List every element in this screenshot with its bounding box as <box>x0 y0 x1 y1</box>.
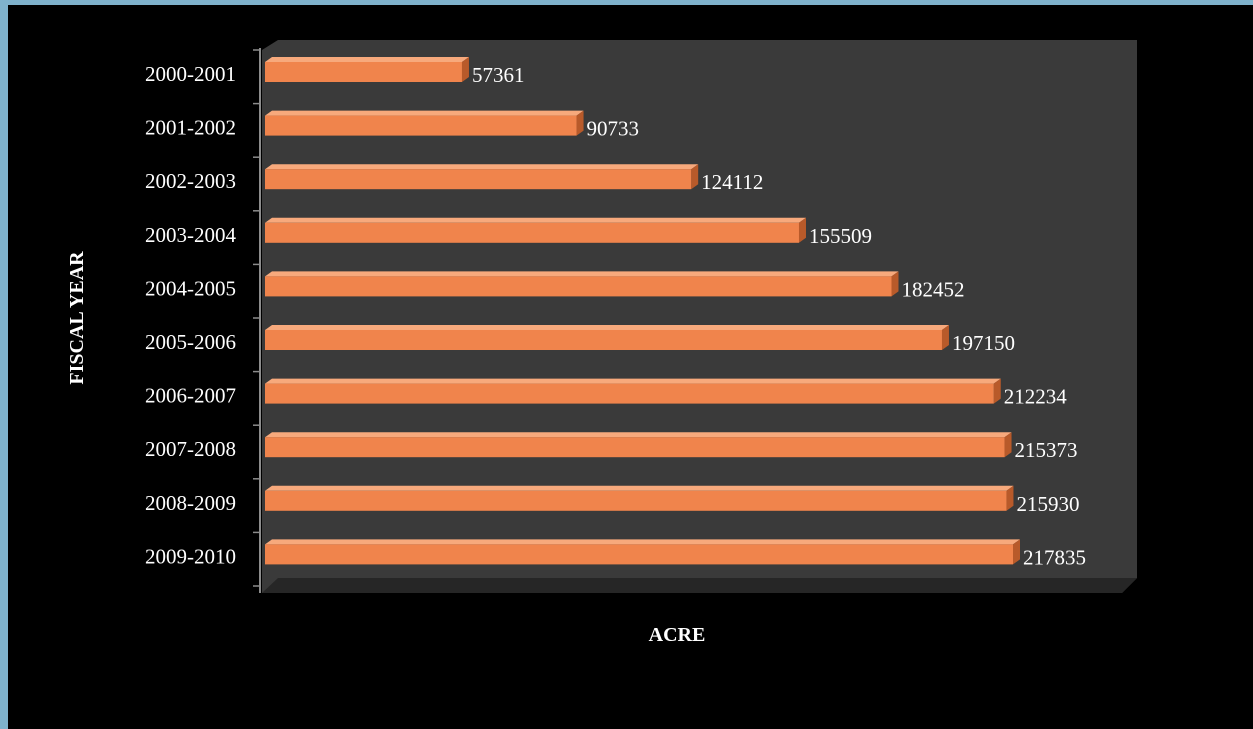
bar-side-face <box>1004 432 1012 458</box>
bar-value-label: 57361 <box>472 63 524 87</box>
bar-side-face <box>993 378 1001 404</box>
x-axis-title: ACRE <box>649 624 706 646</box>
category-tick-label: 2004-2005 <box>145 276 236 300</box>
bar <box>265 378 1001 404</box>
bar <box>265 485 1014 511</box>
plot-floor <box>262 578 1137 593</box>
bar-value-label: 197150 <box>952 331 1015 355</box>
frame-left-border <box>0 0 8 729</box>
data-labels: 57361 90733 124112 155509 182452 197150 212234… <box>472 63 1086 569</box>
category-tick-label: 2001-2002 <box>145 116 236 140</box>
bar-front-face <box>265 169 692 190</box>
bar-front-face <box>265 330 942 350</box>
bar <box>265 164 699 190</box>
bar-value-label: 215930 <box>1016 492 1079 516</box>
bar-value-label: 212234 <box>1004 385 1068 409</box>
bar-top-face <box>265 110 584 116</box>
bars-group <box>265 57 1020 565</box>
bar-value-label: 182452 <box>902 277 965 301</box>
bar-top-face <box>265 217 806 223</box>
bar-side-face <box>798 217 806 243</box>
bar-side-face <box>1006 485 1014 511</box>
bar-front-face <box>265 276 892 297</box>
bar-top-face <box>265 57 469 62</box>
bar-value-label: 217835 <box>1023 545 1086 569</box>
category-tick-label: 2003-2004 <box>145 223 236 247</box>
bar-front-face <box>265 490 1007 511</box>
bar-front-face <box>265 437 1005 458</box>
bar-top-face <box>265 378 1001 384</box>
bar-top-face <box>265 271 899 277</box>
frame-top-border <box>0 0 1253 5</box>
bar-top-face <box>265 432 1012 438</box>
y-axis-title: FISCAL YEAR <box>66 251 88 385</box>
bar <box>265 325 949 350</box>
bar <box>265 432 1012 458</box>
category-tick-label: 2000-2001 <box>145 62 236 86</box>
bar-value-label: 124112 <box>701 170 763 194</box>
category-labels: 2000-2001 2001-2002 2002-2003 2003-2004 2004… <box>145 62 236 568</box>
y-axis-ticks <box>253 49 260 587</box>
bar-front-face <box>265 222 799 243</box>
category-tick-label: 2009-2010 <box>145 544 236 568</box>
category-tick-label: 2006-2007 <box>145 384 236 408</box>
bar-side-face <box>461 57 469 82</box>
bar-side-face <box>1013 539 1020 565</box>
category-tick-label: 2007-2008 <box>145 437 236 461</box>
bar-value-label: 90733 <box>587 117 640 141</box>
bar <box>265 217 806 243</box>
bar-side-face <box>891 271 899 297</box>
bar-side-face <box>691 164 699 190</box>
bar-front-face <box>265 115 577 136</box>
category-tick-label: 2002-2003 <box>145 169 236 193</box>
bar-front-face <box>265 62 462 82</box>
bar-top-face <box>265 325 949 330</box>
bar-top-face <box>265 539 1020 545</box>
bar-front-face <box>265 544 1013 565</box>
bar-top-face <box>265 485 1014 491</box>
bar-value-label: 215373 <box>1015 438 1078 462</box>
bar-value-label: 155509 <box>809 224 872 248</box>
bar <box>265 110 584 136</box>
category-tick-label: 2005-2006 <box>145 330 236 354</box>
bar-front-face <box>265 383 994 404</box>
bar-side-face <box>576 110 584 136</box>
bar-top-face <box>265 164 699 170</box>
bar <box>265 271 899 297</box>
bar <box>265 57 469 82</box>
bar <box>265 539 1020 565</box>
category-tick-label: 2008-2009 <box>145 491 236 515</box>
bar-side-face <box>941 325 949 350</box>
